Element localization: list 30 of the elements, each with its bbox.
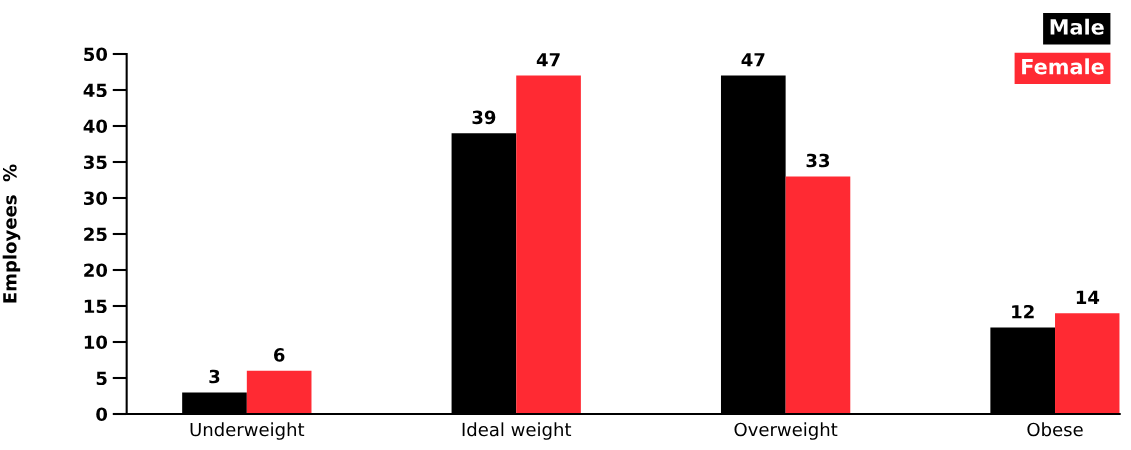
y-tick-label: 20 [84, 263, 108, 278]
y-tick-label: 40 [83, 119, 108, 134]
y-tick-label: 35 [84, 155, 107, 170]
text: Male [1050, 18, 1104, 35]
data-label: 39 [472, 110, 496, 125]
data-label: 6 [273, 348, 285, 362]
data-label: 47 [536, 53, 560, 67]
bar [246, 370, 312, 414]
data-label: 33 [806, 153, 830, 168]
bar [1055, 313, 1120, 414]
y-tick-label: 0 [96, 407, 108, 422]
y-tick-label: 10 [84, 335, 108, 350]
x-tick-label: Obese [1027, 422, 1083, 437]
y-tick-label: 5 [96, 371, 107, 386]
data-label: 3 [209, 369, 220, 384]
x-tick-label: Ideal weight [462, 422, 572, 440]
y-tick-label: 30 [84, 191, 108, 206]
y-tick-label: 15 [84, 299, 107, 314]
y-axis-title: Employees % [2, 164, 21, 303]
x-tick-label: Underweight [190, 422, 305, 440]
y-tick-label: 50 [84, 47, 108, 62]
y-tick-label: 45 [83, 83, 107, 98]
bar [785, 176, 851, 414]
text: Female [1022, 58, 1104, 75]
data-label: 14 [1076, 290, 1100, 304]
x-tick-label: Overweight [734, 422, 838, 440]
data-label: 47 [741, 53, 765, 67]
data-label: 12 [1012, 304, 1034, 319]
y-tick-label: 25 [84, 227, 107, 242]
bar [516, 75, 581, 414]
